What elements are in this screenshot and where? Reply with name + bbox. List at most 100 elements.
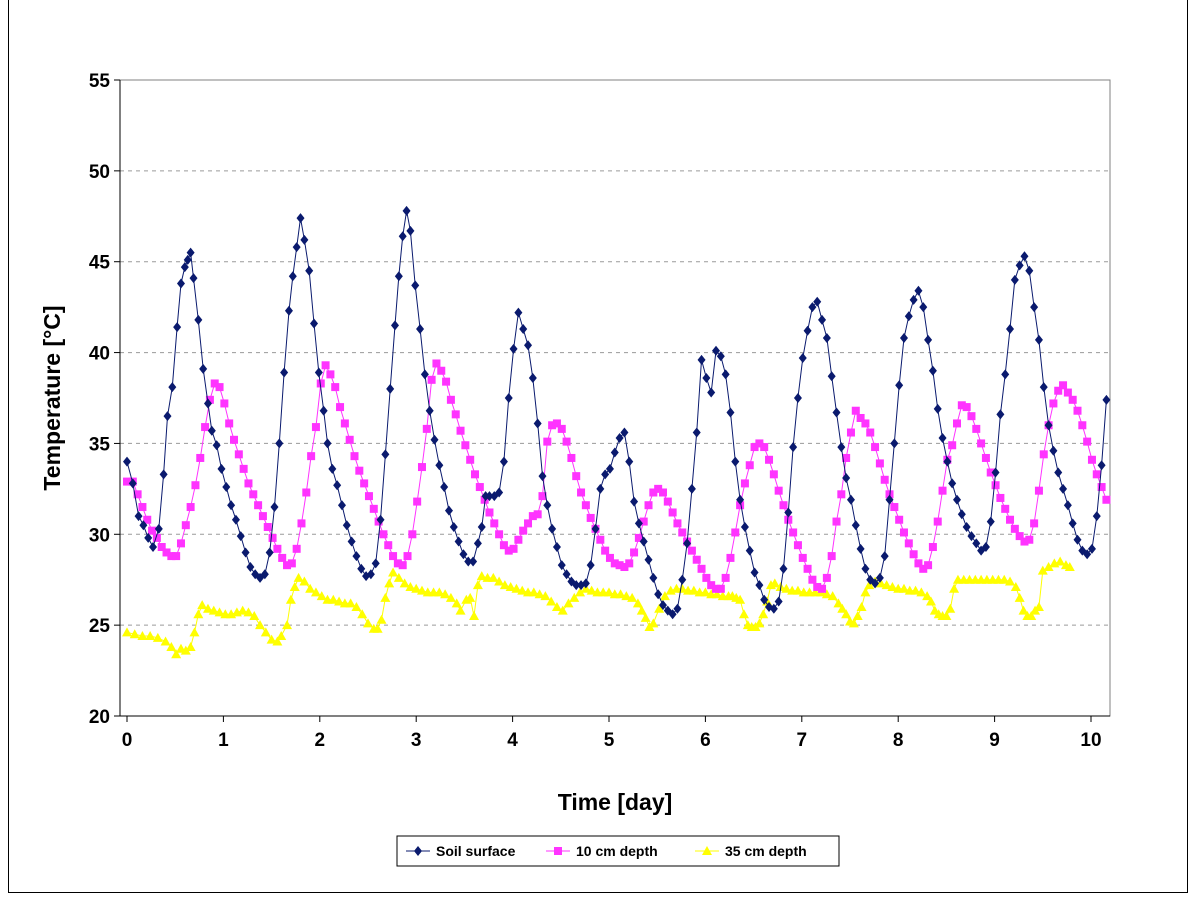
data-point — [185, 641, 196, 651]
data-point — [220, 399, 229, 408]
data-point — [466, 455, 475, 464]
data-point — [490, 519, 499, 528]
data-point — [654, 484, 663, 493]
legend-swatch-marker — [554, 847, 562, 855]
data-point — [524, 519, 533, 528]
data-point — [363, 618, 373, 628]
data-point — [416, 585, 427, 595]
data-point — [779, 563, 788, 574]
data-point — [586, 513, 595, 522]
data-point — [260, 627, 271, 637]
data-point — [128, 478, 137, 489]
data-point — [769, 603, 778, 614]
x-tick-label: 8 — [893, 730, 904, 751]
data-point — [736, 501, 745, 510]
data-point — [263, 523, 272, 532]
data-point — [967, 531, 976, 542]
data-point — [948, 478, 957, 489]
data-point — [887, 581, 898, 591]
data-point — [137, 631, 148, 641]
data-point — [1039, 450, 1048, 459]
data-point — [300, 234, 309, 245]
data-point — [379, 530, 388, 539]
data-point — [678, 528, 687, 537]
data-point — [243, 607, 254, 617]
data-point — [837, 442, 846, 453]
x-tick-label: 0 — [122, 730, 133, 751]
data-point — [630, 548, 639, 557]
data-point — [427, 375, 436, 384]
data-point — [649, 488, 658, 497]
data-point — [856, 543, 865, 554]
data-point — [477, 522, 486, 533]
data-point — [381, 449, 390, 460]
y-axis-title: Temperature [°C] — [39, 305, 65, 490]
data-point — [390, 320, 399, 331]
data-point — [202, 603, 213, 613]
data-point — [533, 418, 542, 429]
data-point — [949, 583, 960, 593]
data-point — [707, 387, 716, 398]
data-point — [962, 403, 971, 412]
data-point — [528, 512, 537, 521]
data-point — [495, 487, 504, 498]
data-point — [1030, 519, 1039, 528]
data-point — [731, 528, 740, 537]
data-point — [285, 594, 296, 604]
data-point — [384, 578, 395, 588]
data-point — [201, 423, 210, 432]
data-point — [186, 503, 195, 512]
data-point — [469, 611, 480, 621]
data-point — [180, 645, 191, 655]
data-point — [514, 307, 523, 318]
legend: Soil surface 10 cm depth 35 cm depth — [396, 835, 840, 867]
data-point — [1030, 302, 1039, 313]
x-tick-label: 2 — [315, 730, 326, 751]
data-point — [123, 477, 131, 486]
data-point — [909, 294, 918, 305]
data-point — [432, 359, 441, 368]
data-point — [1063, 388, 1072, 397]
data-point — [864, 580, 875, 590]
data-point — [572, 472, 581, 481]
data-point — [1015, 532, 1024, 541]
data-point — [557, 605, 568, 615]
data-point — [538, 492, 547, 501]
data-point — [922, 591, 933, 601]
data-point — [625, 559, 634, 568]
data-point — [591, 523, 600, 534]
data-point — [620, 562, 629, 571]
data-point — [697, 564, 706, 573]
data-point — [191, 481, 200, 490]
data-point — [234, 450, 243, 459]
data-point — [514, 535, 523, 544]
data-point — [875, 459, 884, 468]
data-point — [712, 345, 721, 356]
data-point — [668, 609, 677, 620]
data-point — [334, 596, 345, 606]
data-point — [977, 439, 986, 448]
data-point — [856, 601, 867, 611]
legend-label: 35 cm depth — [725, 843, 807, 859]
data-point — [1006, 515, 1015, 524]
data-point — [916, 587, 927, 597]
data-point — [866, 428, 875, 437]
data-point — [445, 592, 456, 602]
x-tick-label: 10 — [1080, 730, 1101, 751]
data-point — [266, 634, 277, 644]
data-point — [237, 605, 248, 615]
data-point — [384, 541, 393, 550]
data-point — [760, 443, 769, 452]
data-point — [1092, 470, 1101, 479]
data-point — [827, 591, 838, 601]
data-point — [1006, 323, 1015, 334]
data-point — [627, 592, 638, 602]
data-point — [413, 497, 422, 506]
data-point — [981, 542, 990, 553]
data-point — [972, 424, 981, 433]
data-point — [1073, 534, 1082, 545]
data-point — [1010, 524, 1019, 533]
data-point — [687, 483, 696, 494]
data-point — [615, 561, 624, 570]
data-point — [139, 520, 148, 531]
